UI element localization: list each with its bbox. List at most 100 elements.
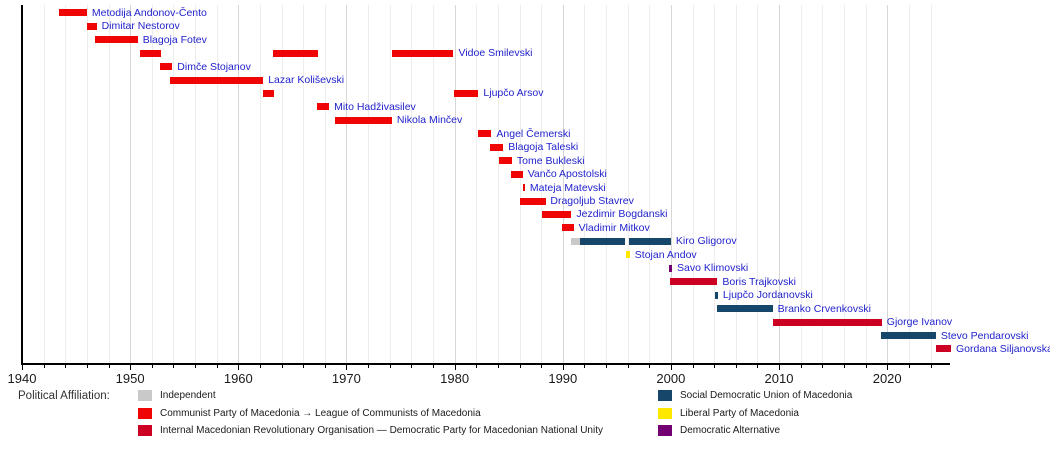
axis-tick — [130, 364, 132, 370]
axis-tick — [627, 364, 629, 368]
timeline-bar — [668, 264, 672, 272]
axis-tick — [368, 364, 370, 368]
timeline-bar — [717, 305, 773, 313]
timeline-bar — [542, 210, 572, 218]
gridline — [606, 5, 607, 363]
y-axis-line — [21, 5, 23, 363]
axis-tick-label: 1980 — [440, 371, 470, 386]
axis-tick — [649, 364, 651, 368]
axis-tick — [86, 364, 88, 368]
liberal-swatch — [658, 407, 672, 419]
communist-swatch — [138, 407, 152, 419]
sdsm-swatch — [658, 390, 672, 401]
axis-tick — [195, 364, 196, 368]
legend-item-label: Liberal Party of Macedonia — [680, 407, 799, 419]
person-label: Branko Crvenkovski — [777, 302, 871, 315]
gridline — [238, 5, 240, 363]
gridline — [368, 5, 370, 363]
person-label: Stevo Pendarovski — [940, 329, 1029, 342]
person-label: Tome Bukleski — [516, 154, 585, 167]
legend: Political Affiliation: Independent Commu… — [0, 388, 1050, 450]
gridline — [887, 5, 889, 363]
person-label: Vančo Apostolski — [527, 168, 607, 181]
person-label: Boris Trajkovski — [722, 275, 796, 288]
timeline-bar — [478, 130, 492, 138]
da-swatch — [658, 425, 672, 436]
timeline-bar — [561, 224, 574, 232]
person-label: Ljupčo Arsov — [483, 87, 544, 100]
gridline — [173, 5, 175, 363]
gridline — [130, 5, 132, 363]
axis-tick — [216, 364, 218, 368]
gridline — [281, 5, 283, 363]
timeline-bar — [498, 157, 512, 165]
timeline-bar — [772, 318, 882, 326]
axis-tick — [779, 364, 780, 370]
axis-tick-label: 2000 — [656, 371, 686, 386]
gridline — [411, 5, 413, 363]
axis-tick — [692, 364, 694, 368]
gridline — [843, 5, 845, 363]
person-label: Angel Čemerski — [496, 127, 571, 140]
axis-tick — [822, 364, 824, 368]
axis-tick — [519, 364, 521, 368]
gridline — [562, 5, 564, 363]
timeline-bar — [453, 89, 479, 97]
gridline — [692, 5, 694, 363]
axis-tick — [735, 364, 737, 368]
independent-swatch — [138, 390, 152, 401]
gridline — [151, 5, 153, 363]
person-label: Metodija Andonov-Čento — [91, 6, 207, 19]
axis-tick-label: 1950 — [115, 371, 145, 386]
gridline — [108, 5, 110, 363]
person-label: Stojan Andov — [634, 248, 697, 261]
person-label: Vidoe Smilevski — [458, 47, 533, 59]
axis-tick — [476, 364, 478, 368]
timeline-bar — [935, 345, 951, 353]
person-label: Dimče Stojanov — [177, 60, 251, 73]
gridline — [433, 5, 434, 363]
legend-item-label: Communist Party of Macedonia → League of… — [160, 407, 481, 419]
timeline-bar — [263, 89, 274, 97]
axis-tick — [757, 364, 759, 368]
person-label: Gordana Siljanovska — [956, 342, 1050, 355]
gridline — [43, 5, 45, 363]
person-label: Ljupčo Jordanovski — [722, 289, 813, 302]
timeline-bar — [571, 237, 581, 245]
gridline — [865, 5, 867, 363]
timeline-bar — [86, 22, 97, 30]
timeline-bar — [880, 332, 936, 339]
timeline-bar — [94, 36, 138, 44]
legend-item-label: Social Democratic Union of Macedonia — [680, 390, 853, 401]
person-label: Jezdimir Bogdanski — [576, 208, 668, 221]
axis-tick — [606, 364, 607, 368]
gridline — [541, 5, 543, 363]
gridline — [216, 5, 218, 363]
axis-tick — [843, 364, 845, 368]
axis-tick — [259, 364, 261, 368]
axis-tick — [389, 364, 391, 368]
axis-tick — [908, 364, 910, 368]
person-label: Lazar Koliševski — [268, 74, 345, 86]
axis-tick-label: 1970 — [331, 371, 361, 386]
gridline — [649, 5, 651, 363]
axis-tick-label: 1990 — [548, 371, 578, 386]
axis-tick-label: 1960 — [223, 371, 253, 386]
x-axis-line — [21, 363, 950, 365]
axis-tick — [346, 364, 348, 370]
axis-tick — [454, 364, 456, 370]
axis-tick — [887, 364, 889, 370]
person-label: Dimitar Nestorov — [101, 20, 180, 33]
legend-item-label: Democratic Alternative — [680, 425, 781, 436]
gridline — [779, 5, 780, 363]
person-label: Vladimir Mitkov — [578, 221, 650, 234]
timeline-bar — [317, 103, 330, 111]
person-label: Mateja Matevski — [529, 181, 606, 194]
gridline — [519, 5, 521, 363]
gridline — [86, 5, 88, 363]
gridline — [908, 5, 910, 363]
axis-tick-label: 1940 — [7, 371, 37, 386]
timeline-bar — [625, 251, 630, 259]
person-label: Blagoja Taleski — [508, 141, 579, 154]
